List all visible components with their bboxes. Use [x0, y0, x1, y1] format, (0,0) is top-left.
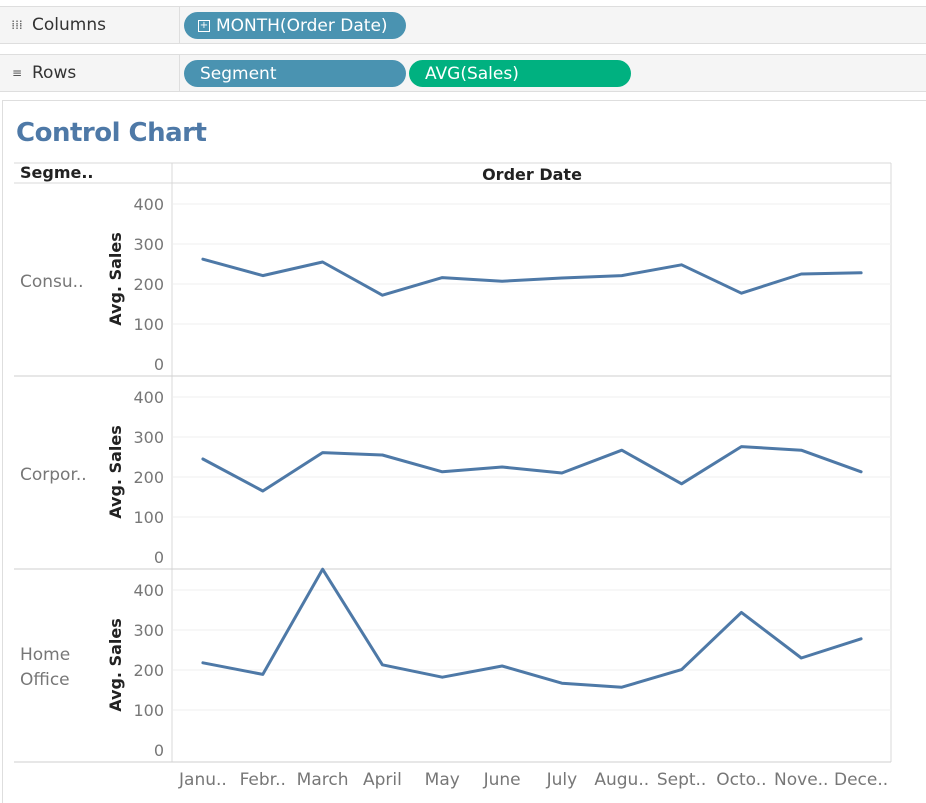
columns-shelf[interactable]: ⁞⁞⁞ Columns + MONTH(Order Date) — [0, 6, 926, 44]
y-tick-label: 100 — [133, 701, 164, 720]
rows-shelf-label: ≡ Rows — [0, 55, 180, 91]
month-order-date-pill-label: MONTH(Order Date) — [216, 15, 388, 36]
rows-shelf[interactable]: ≡ Rows Segment AVG(Sales) — [0, 54, 926, 92]
columns-shelf-label: ⁞⁞⁞ Columns — [0, 7, 180, 43]
x-tick-label: Augu.. — [594, 770, 649, 790]
series-line-0 — [201, 257, 863, 297]
segment-label: Consu.. — [20, 272, 83, 292]
y-axis-title: Avg. Sales — [106, 232, 125, 326]
columns-icon: ⁞⁞⁞ — [11, 18, 23, 32]
y-tick-label: 400 — [133, 195, 164, 214]
y-tick-label: 300 — [133, 428, 164, 447]
y-tick-label: 0 — [154, 741, 164, 760]
segment-label: Office — [20, 670, 70, 690]
x-tick-label: Dece.. — [834, 770, 888, 790]
series-line-1 — [201, 445, 863, 493]
x-tick-label: April — [363, 770, 402, 790]
y-tick-label: 0 — [154, 548, 164, 567]
expand-plus-icon[interactable]: + — [198, 19, 210, 32]
month-order-date-pill[interactable]: + MONTH(Order Date) — [184, 12, 406, 39]
x-tick-label: March — [297, 770, 349, 790]
columns-shelf-text: Columns — [32, 15, 106, 35]
avg-sales-pill[interactable]: AVG(Sales) — [409, 60, 631, 87]
chart-title: Control Chart — [16, 118, 207, 148]
x-tick-label: Febr.. — [240, 770, 286, 790]
x-tick-label: Janu.. — [178, 770, 227, 790]
x-tick-label: Nove.. — [774, 770, 828, 790]
segment-pill[interactable]: Segment — [184, 60, 406, 87]
series-line-2 — [201, 567, 863, 689]
segment-label: Home — [20, 645, 70, 665]
column-header-label: Order Date — [482, 165, 582, 184]
y-tick-label: 300 — [133, 621, 164, 640]
rows-shelf-text: Rows — [32, 63, 77, 83]
x-tick-label: Octo.. — [716, 770, 766, 790]
y-tick-label: 100 — [133, 315, 164, 334]
y-tick-label: 200 — [133, 661, 164, 680]
y-tick-label: 0 — [154, 355, 164, 374]
x-tick-label: July — [546, 770, 578, 790]
x-tick-label: Sept.. — [657, 770, 707, 790]
y-axis-title: Avg. Sales — [106, 618, 125, 712]
y-tick-label: 200 — [133, 275, 164, 294]
x-tick-label: May — [425, 770, 460, 790]
y-tick-label: 100 — [133, 508, 164, 527]
worksheet-area — [2, 100, 926, 803]
segment-label: Corpor.. — [20, 465, 87, 485]
segment-pill-label: Segment — [200, 63, 277, 84]
rows-icon: ≡ — [11, 66, 23, 80]
avg-sales-pill-label: AVG(Sales) — [425, 63, 519, 84]
row-header-label: Segme.. — [20, 163, 94, 182]
y-tick-label: 300 — [133, 235, 164, 254]
y-tick-label: 400 — [133, 581, 164, 600]
x-tick-label: June — [483, 770, 521, 790]
y-tick-label: 400 — [133, 388, 164, 407]
y-tick-label: 200 — [133, 468, 164, 487]
y-axis-title: Avg. Sales — [106, 425, 125, 519]
